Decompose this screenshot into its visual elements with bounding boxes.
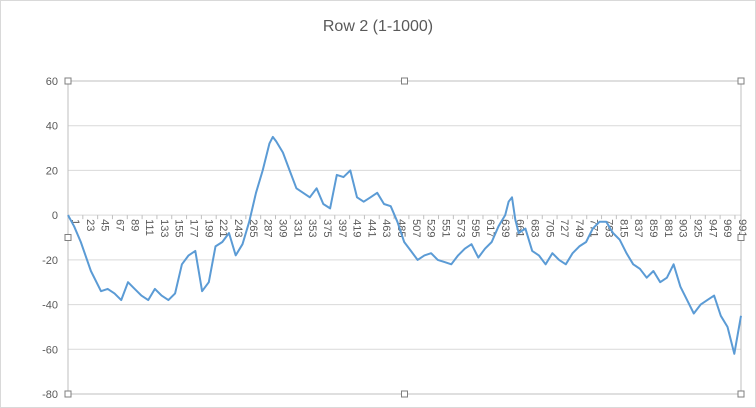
y-tick-label: 20 bbox=[46, 165, 58, 177]
resize-handle[interactable] bbox=[64, 390, 72, 398]
x-tick-label: 243 bbox=[232, 219, 244, 237]
x-tick-label: 947 bbox=[706, 219, 718, 237]
y-tick-label: -60 bbox=[42, 344, 58, 356]
x-tick-label: 551 bbox=[440, 219, 452, 237]
x-tick-label: 45 bbox=[99, 219, 111, 231]
x-tick-label: 67 bbox=[113, 219, 125, 231]
x-tick-label: 639 bbox=[499, 219, 511, 237]
x-tick-label: 309 bbox=[276, 219, 288, 237]
x-tick-label: 881 bbox=[662, 219, 674, 237]
y-tick-label: 0 bbox=[52, 210, 58, 222]
y-tick-label: 40 bbox=[46, 121, 58, 133]
x-tick-label: 595 bbox=[469, 219, 481, 237]
x-tick-label: 375 bbox=[321, 219, 333, 237]
x-tick-label: 221 bbox=[217, 219, 229, 237]
y-tick-label: -40 bbox=[42, 300, 58, 312]
x-tick-label: 111 bbox=[143, 219, 155, 236]
x-tick-label: 441 bbox=[365, 219, 377, 237]
x-tick-label: 1 bbox=[69, 219, 81, 225]
x-tick-label: 177 bbox=[188, 219, 200, 237]
x-tick-label: 331 bbox=[291, 219, 303, 237]
x-tick-label: 397 bbox=[336, 219, 348, 237]
x-tick-label: 991 bbox=[736, 219, 748, 237]
x-tick-label: 925 bbox=[691, 219, 703, 237]
series-layer bbox=[67, 135, 742, 355]
x-tick-label: 727 bbox=[558, 219, 570, 237]
resize-handle[interactable] bbox=[64, 234, 72, 241]
y-tick-label: -20 bbox=[42, 255, 58, 267]
x-tick-label: 463 bbox=[380, 219, 392, 237]
x-tick-label: 859 bbox=[647, 219, 659, 237]
x-tick-label: 573 bbox=[454, 219, 466, 237]
y-axis-tick-labels: 60 40 20 0 -20 -40 -60 -80 bbox=[42, 76, 58, 401]
x-tick-label: 815 bbox=[617, 219, 629, 237]
resize-handle[interactable] bbox=[401, 390, 408, 398]
series-line-0 bbox=[67, 135, 742, 355]
x-tick-label: 617 bbox=[484, 219, 496, 237]
x-tick-label: 199 bbox=[202, 219, 214, 237]
x-tick-label: 529 bbox=[425, 219, 437, 237]
x-tick-label: 89 bbox=[128, 219, 140, 231]
x-tick-label: 793 bbox=[603, 219, 615, 237]
x-tick-label: 507 bbox=[410, 219, 422, 237]
x-tick-label: 969 bbox=[721, 219, 733, 237]
x-tick-label: 705 bbox=[543, 219, 555, 237]
x-tick-label: 155 bbox=[173, 219, 185, 237]
plot-area-selection-handles[interactable] bbox=[64, 77, 745, 398]
resize-handle[interactable] bbox=[401, 77, 408, 85]
x-tick-label: 419 bbox=[351, 219, 363, 237]
x-tick-label: 353 bbox=[306, 219, 318, 237]
x-tick-label: 683 bbox=[528, 219, 540, 237]
x-axis-tick-labels: 1 23 45 67 89 111 133 155 177 199 221 243 265 287 309 3… bbox=[67, 215, 748, 238]
x-tick-label: 749 bbox=[573, 219, 585, 237]
resize-handle[interactable] bbox=[737, 390, 745, 398]
resize-handle[interactable] bbox=[737, 234, 745, 241]
resize-handle[interactable] bbox=[737, 77, 745, 85]
x-tick-label: 837 bbox=[632, 219, 644, 237]
y-tick-label: 60 bbox=[46, 76, 58, 88]
x-tick-label: 903 bbox=[677, 219, 689, 237]
resize-handle[interactable] bbox=[64, 77, 72, 85]
x-tick-label: 287 bbox=[262, 219, 274, 237]
chart-title: Row 2 (1-1000) bbox=[323, 18, 433, 35]
x-tick-label: 23 bbox=[84, 219, 96, 231]
y-tick-label: -80 bbox=[42, 389, 58, 401]
x-tick-label: 265 bbox=[247, 219, 259, 237]
x-tick-label: 133 bbox=[158, 219, 170, 237]
